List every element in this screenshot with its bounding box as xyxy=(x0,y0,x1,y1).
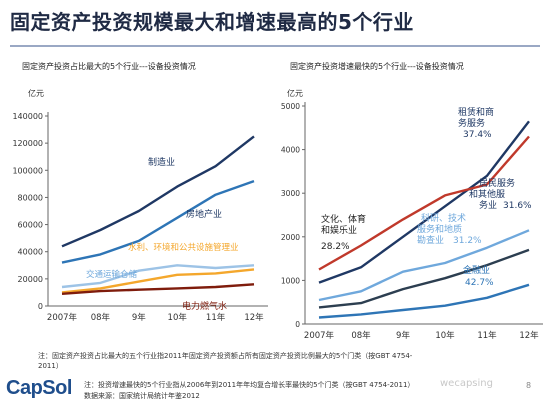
left-series-line-4 xyxy=(61,283,255,295)
label-leasing: 租赁和商务服务 xyxy=(458,106,494,129)
right-y-tick-label: 2000 xyxy=(281,233,300,242)
right-series-line-0 xyxy=(318,120,530,284)
capsol-logo: CapSol xyxy=(6,377,72,399)
left-series-line-0 xyxy=(61,135,255,248)
left-y-tick-label: 20000 xyxy=(18,275,43,284)
label-real-estate: 房地产业 xyxy=(186,208,222,220)
left-y-tick-label: 40000 xyxy=(18,248,43,257)
page-number: 8 xyxy=(526,381,532,390)
right-y-tick-label: 5000 xyxy=(281,102,300,111)
label-water-environment: 水利、环境和公共设施管理业 xyxy=(128,242,239,253)
left-y-tick-label: 120000 xyxy=(12,139,43,148)
right-x-tick-label: 2007年 xyxy=(304,330,335,341)
right-x-tick-label: 9年 xyxy=(396,330,410,341)
right-series-line-1 xyxy=(318,135,530,271)
rate-finance: 42.7% xyxy=(465,278,494,288)
right-series-line-4 xyxy=(318,283,530,319)
left-x-tick-label: 08年 xyxy=(91,312,111,323)
right-x-tick-label: 08年 xyxy=(351,330,371,341)
left-series-line-1 xyxy=(61,179,255,264)
left-chart-title: 固定资产投资占比最大的5个行业---设备投资情况 xyxy=(22,62,196,71)
right-y-tick-label: 4000 xyxy=(281,146,300,155)
watermark: wecapsing xyxy=(440,378,493,389)
label-finance: 金融业 xyxy=(463,264,490,276)
left-y-tick-label: 140000 xyxy=(12,112,43,121)
label-resident-services: 居民服务和其他服务业 xyxy=(469,177,515,211)
label-transport: 交通运输仓储 xyxy=(86,269,138,280)
right-line-chart: 亿元 0 1000 2000 3000 4000 5000 2007年 08年 9年 10年 11年… xyxy=(281,88,543,341)
title-divider xyxy=(10,45,540,47)
right-y-tick-label: 0 xyxy=(295,320,300,329)
data-source: 数据来源：国家统计局统计年鉴2012 xyxy=(84,392,200,400)
left-x-tick-label: 11年 xyxy=(206,312,226,323)
left-series-line-3 xyxy=(61,264,255,289)
left-series-line-2 xyxy=(61,268,255,294)
footnote-1-line-1: 注：固定资产投资占比最大的五个行业指2011年固定资产投资额占所有固定资产投资比… xyxy=(38,352,413,360)
left-line-chart: 亿元 0 20000 40000 60000 80000 100000 120000 1400… xyxy=(12,88,268,323)
left-x-tick-label: 12年 xyxy=(244,312,264,323)
right-series-line-3 xyxy=(318,248,530,309)
right-x-tick-label: 11年 xyxy=(477,330,497,341)
right-y-tick-label: 1000 xyxy=(281,276,300,285)
right-x-tick-label: 10年 xyxy=(435,330,455,341)
right-unit-label: 亿元 xyxy=(287,88,303,98)
footnote-2: 注：投资增速最快的5个行业指从2006年到2011年年均复合增长率最快的5个门类… xyxy=(84,381,415,389)
label-culture: 文化、体育和娱乐业 xyxy=(321,213,366,236)
right-y-tick-label: 3000 xyxy=(281,189,300,198)
left-y-tick-label: 60000 xyxy=(18,221,43,230)
label-research: 科研、技术服务和地质勘查业 xyxy=(417,212,466,246)
left-y-tick-label: 80000 xyxy=(18,193,43,202)
left-unit-label: 亿元 xyxy=(28,88,44,98)
label-power-gas-water: 电力燃气水 xyxy=(182,300,227,312)
footnote-1-line-2: 2011） xyxy=(38,362,63,370)
right-chart-title: 固定资产投资增速最快的5个行业---设备投资情况 xyxy=(290,62,464,71)
left-y-tick-label: 100000 xyxy=(12,166,43,175)
rate-culture: 28.2% xyxy=(321,242,350,252)
rate-research: 31.2% xyxy=(453,236,482,246)
rate-leasing: 37.4% xyxy=(463,130,492,140)
rate-resident-services: 31.6% xyxy=(503,201,532,211)
right-x-tick-label: 12年 xyxy=(519,330,539,341)
left-x-tick-label: 2007年 xyxy=(47,312,78,323)
label-manufacturing: 制造业 xyxy=(148,156,175,168)
left-x-tick-label: 10年 xyxy=(168,312,188,323)
left-y-tick-label: 0 xyxy=(38,302,43,311)
left-x-tick-label: 9年 xyxy=(132,312,146,323)
right-series-line-2 xyxy=(318,229,530,302)
slide-title: 固定资产投资规模最大和增速最高的5个行业 xyxy=(10,10,414,34)
